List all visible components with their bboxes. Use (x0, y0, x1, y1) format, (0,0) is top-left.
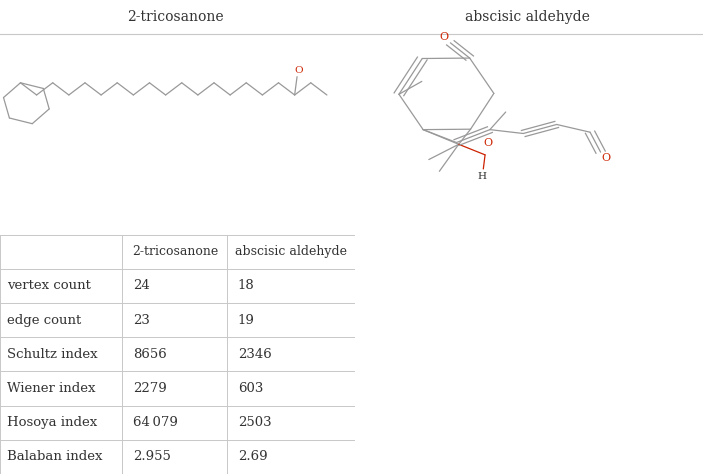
Text: 2503: 2503 (238, 416, 271, 429)
Text: edge count: edge count (7, 314, 82, 327)
Text: O: O (601, 153, 610, 163)
Text: Hosoya index: Hosoya index (7, 416, 97, 429)
Text: 2-tricosanone: 2-tricosanone (131, 245, 218, 258)
Text: 603: 603 (238, 382, 263, 395)
Text: O: O (484, 138, 492, 148)
Text: O: O (295, 66, 303, 75)
Text: Wiener index: Wiener index (7, 382, 96, 395)
Text: 2346: 2346 (238, 348, 271, 361)
Text: 2-tricosanone: 2-tricosanone (127, 10, 224, 24)
Text: 64 079: 64 079 (133, 416, 178, 429)
Text: 18: 18 (238, 280, 254, 292)
Text: O: O (439, 32, 449, 42)
Text: Schultz index: Schultz index (7, 348, 98, 361)
Text: Balaban index: Balaban index (7, 450, 103, 464)
Text: 2.69: 2.69 (238, 450, 267, 464)
Text: vertex count: vertex count (7, 280, 91, 292)
Text: 23: 23 (133, 314, 150, 327)
Text: 2279: 2279 (133, 382, 167, 395)
Text: abscisic aldehyde: abscisic aldehyde (235, 245, 347, 258)
Text: H: H (478, 172, 486, 181)
Text: 19: 19 (238, 314, 254, 327)
Text: 2.955: 2.955 (133, 450, 171, 464)
Text: 8656: 8656 (133, 348, 167, 361)
Text: 24: 24 (133, 280, 150, 292)
Text: abscisic aldehyde: abscisic aldehyde (465, 10, 590, 24)
